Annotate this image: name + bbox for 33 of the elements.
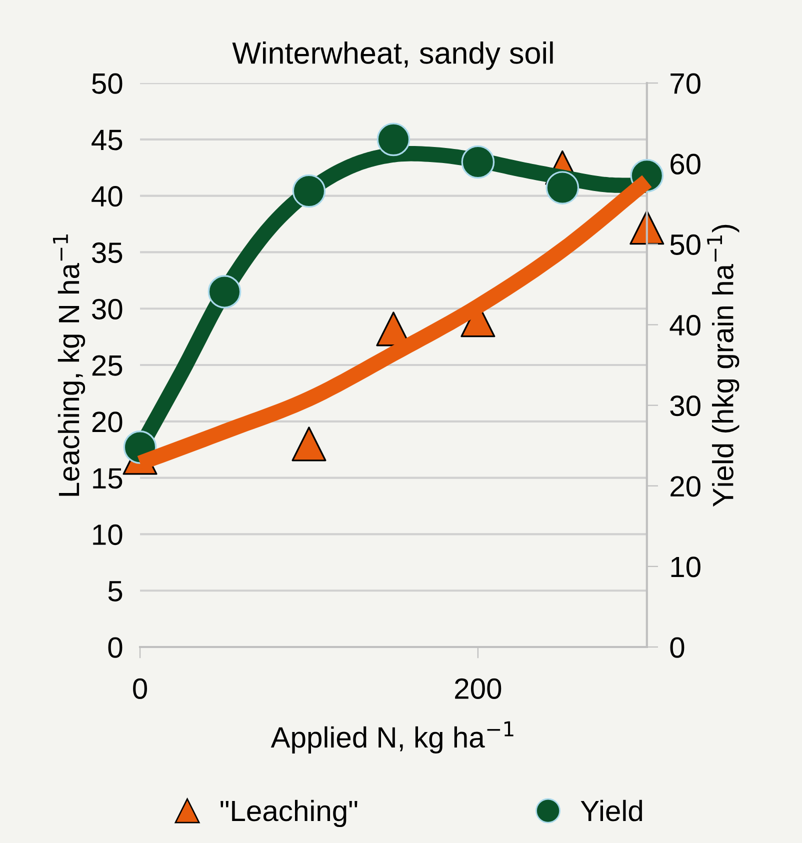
x-tick-label: 200 bbox=[455, 678, 502, 699]
chart-title: Winterwheat, sandy soil bbox=[232, 41, 553, 70]
y-tick-label: 50 bbox=[92, 73, 122, 94]
legend-label: Yield bbox=[580, 800, 642, 822]
y2-axis-title: Yield (hkg grain ha$^{−1}$) bbox=[707, 224, 740, 507]
point bbox=[546, 171, 580, 204]
y2-tick-label: 40 bbox=[670, 314, 700, 336]
y-tick-label: 15 bbox=[93, 468, 122, 489]
y-tick-label: 45 bbox=[92, 130, 122, 150]
point bbox=[292, 426, 326, 462]
y-tick-label: 25 bbox=[92, 355, 122, 376]
y-tick-label: 5 bbox=[108, 581, 122, 602]
point bbox=[208, 275, 242, 308]
y-tick-label: 40 bbox=[92, 186, 122, 207]
y2-tick-label: 20 bbox=[670, 476, 700, 497]
point bbox=[292, 174, 326, 208]
y2-tick-label: 70 bbox=[670, 73, 700, 94]
y-tick-label: 20 bbox=[92, 412, 122, 432]
y-axis-title: Leaching, kg N ha$^{−1}$ bbox=[52, 234, 86, 496]
legend-label: "Leaching" bbox=[220, 800, 358, 828]
y-tick-label: 30 bbox=[92, 298, 122, 320]
point bbox=[630, 210, 664, 245]
point bbox=[376, 122, 410, 156]
y2-tick-label: 30 bbox=[670, 396, 700, 416]
y-tick-label: 10 bbox=[93, 524, 122, 546]
y2-tick-label: 50 bbox=[670, 234, 700, 256]
point bbox=[461, 145, 495, 179]
y2-tick-label: 10 bbox=[671, 556, 700, 578]
y-tick-label: 35 bbox=[92, 242, 122, 264]
x-axis-title: Applied N, kg ha$^{−1}$ bbox=[270, 721, 514, 754]
y2-tick-label: 60 bbox=[670, 154, 700, 174]
y-tick-label: 0 bbox=[108, 637, 122, 658]
y2-tick-label: 0 bbox=[670, 637, 684, 658]
